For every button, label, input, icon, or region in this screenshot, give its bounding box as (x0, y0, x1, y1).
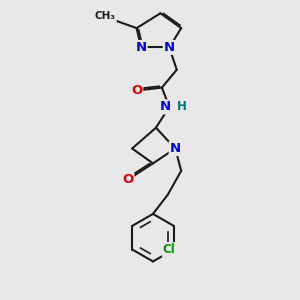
Text: CH₃: CH₃ (95, 11, 116, 21)
Text: N: N (136, 41, 147, 54)
Text: H: H (177, 100, 187, 113)
Text: N: N (160, 100, 171, 113)
Text: N: N (170, 142, 181, 155)
Text: Cl: Cl (163, 243, 176, 256)
Text: O: O (131, 84, 142, 97)
Text: N: N (164, 41, 175, 54)
Text: O: O (122, 173, 133, 186)
